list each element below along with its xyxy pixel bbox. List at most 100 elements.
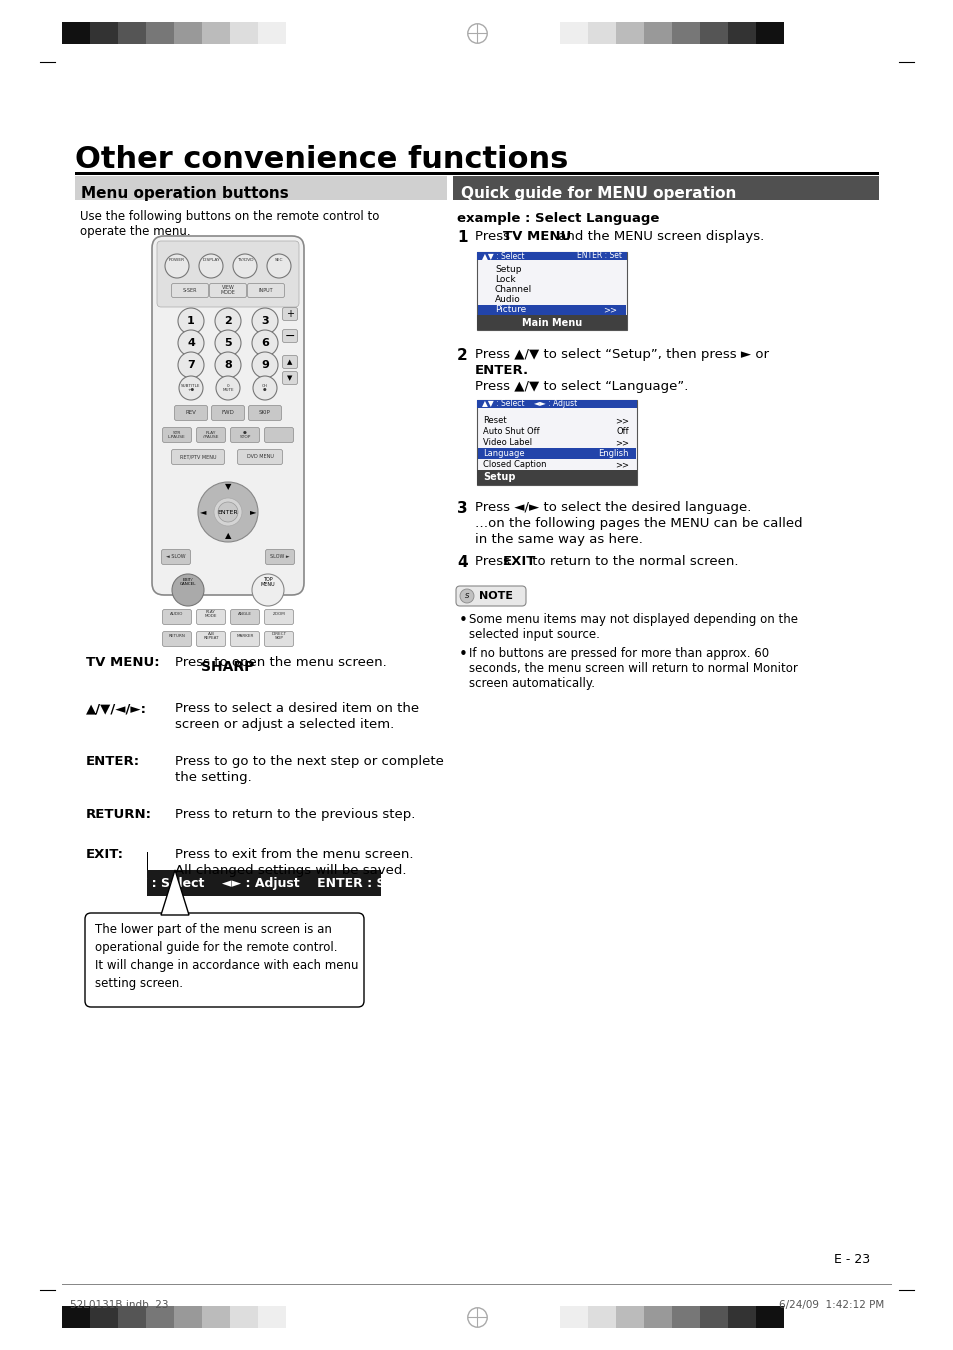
- FancyBboxPatch shape: [196, 428, 225, 443]
- Text: 6: 6: [261, 338, 269, 348]
- Text: screen automatically.: screen automatically.: [469, 676, 595, 690]
- FancyBboxPatch shape: [237, 450, 282, 464]
- Text: S-SER: S-SER: [183, 288, 197, 293]
- Text: >>: >>: [615, 460, 628, 468]
- Text: Press: Press: [475, 230, 514, 243]
- Text: Lock: Lock: [495, 275, 515, 285]
- Circle shape: [252, 308, 277, 333]
- Bar: [476, 400, 637, 408]
- Text: ENTER: ENTER: [217, 509, 238, 514]
- Text: 3: 3: [261, 316, 269, 325]
- Text: Menu operation buttons: Menu operation buttons: [81, 186, 289, 201]
- Text: Main Menu: Main Menu: [521, 317, 581, 328]
- Bar: [587, 22, 616, 45]
- Bar: [118, 22, 146, 45]
- FancyBboxPatch shape: [282, 355, 297, 369]
- Text: 9: 9: [261, 360, 269, 370]
- Bar: [62, 22, 90, 45]
- Text: E - 23: E - 23: [833, 1253, 869, 1266]
- Text: seconds, the menu screen will return to normal Monitor: seconds, the menu screen will return to …: [469, 662, 797, 675]
- Text: 5: 5: [224, 338, 232, 348]
- Circle shape: [165, 254, 189, 278]
- Text: EXIT: EXIT: [502, 555, 536, 568]
- Text: example : Select Language: example : Select Language: [456, 212, 659, 225]
- Text: 0
MUTE: 0 MUTE: [222, 383, 233, 393]
- Bar: [230, 1305, 257, 1328]
- Text: Press ▲/▼ to select “Setup”, then press ► or: Press ▲/▼ to select “Setup”, then press …: [475, 348, 768, 360]
- Text: •: •: [458, 647, 467, 662]
- FancyBboxPatch shape: [231, 632, 259, 647]
- Text: Other convenience functions: Other convenience functions: [75, 144, 568, 174]
- Bar: [755, 1305, 783, 1328]
- FancyBboxPatch shape: [174, 405, 208, 420]
- Text: Setup: Setup: [495, 266, 521, 274]
- Text: 6/24/09  1:42:12 PM: 6/24/09 1:42:12 PM: [778, 1300, 883, 1310]
- Text: Video Label: Video Label: [482, 437, 532, 447]
- Bar: [75, 171, 878, 176]
- Text: ▲▼ : Select    ◄► : Adjust    ENTER : Set: ▲▼ : Select ◄► : Adjust ENTER : Set: [128, 876, 399, 890]
- Text: 3: 3: [456, 501, 467, 516]
- Text: ◄: ◄: [199, 508, 206, 517]
- Text: 7: 7: [187, 360, 194, 370]
- Text: The lower part of the menu screen is an
operational guide for the remote control: The lower part of the menu screen is an …: [95, 923, 358, 990]
- Circle shape: [214, 352, 241, 378]
- Bar: [616, 22, 643, 45]
- Text: ENTER.: ENTER.: [475, 364, 529, 377]
- Text: ENTER:: ENTER:: [86, 755, 140, 768]
- Text: …on the following pages the MENU can be called: …on the following pages the MENU can be …: [475, 517, 801, 531]
- Bar: [257, 22, 286, 45]
- Text: ◄ SLOW: ◄ SLOW: [166, 555, 186, 559]
- Circle shape: [178, 308, 204, 333]
- Text: English: English: [598, 450, 628, 458]
- Text: MARKER: MARKER: [236, 634, 253, 639]
- FancyBboxPatch shape: [162, 609, 192, 625]
- Text: ▲▼ : Select    ◄► : Adjust: ▲▼ : Select ◄► : Adjust: [481, 400, 577, 409]
- Bar: [75, 176, 447, 200]
- Text: A-B
REPEAT: A-B REPEAT: [203, 632, 218, 640]
- FancyBboxPatch shape: [248, 405, 281, 420]
- Text: ZOOM: ZOOM: [273, 612, 285, 616]
- Text: 8: 8: [224, 360, 232, 370]
- Text: REV: REV: [186, 410, 196, 416]
- Circle shape: [178, 329, 204, 356]
- Circle shape: [199, 254, 223, 278]
- Text: NOTE: NOTE: [478, 591, 513, 601]
- Circle shape: [214, 329, 241, 356]
- Bar: [476, 470, 637, 485]
- Circle shape: [179, 377, 203, 400]
- Circle shape: [252, 329, 277, 356]
- FancyBboxPatch shape: [264, 428, 294, 443]
- Bar: [671, 22, 700, 45]
- Text: S: S: [464, 593, 469, 599]
- Text: ANGLE: ANGLE: [237, 612, 252, 616]
- Circle shape: [214, 308, 241, 333]
- Bar: [118, 1305, 146, 1328]
- Text: 52L0131B.indb  23: 52L0131B.indb 23: [70, 1300, 169, 1310]
- Bar: [476, 252, 626, 261]
- Circle shape: [178, 352, 204, 378]
- FancyBboxPatch shape: [231, 609, 259, 625]
- Text: TV MENU:: TV MENU:: [86, 656, 159, 670]
- Text: VIEW
MODE: VIEW MODE: [220, 285, 235, 296]
- Text: PLAY
/PAUSE: PLAY /PAUSE: [203, 431, 218, 439]
- Text: Language: Language: [482, 450, 524, 458]
- Bar: [477, 448, 636, 459]
- Text: Press to exit from the menu screen.: Press to exit from the menu screen.: [174, 848, 413, 861]
- FancyBboxPatch shape: [264, 632, 294, 647]
- Text: SUBTITLE
+●: SUBTITLE +●: [181, 383, 200, 393]
- Circle shape: [172, 574, 204, 606]
- Text: ►: ►: [250, 508, 256, 517]
- Text: TV/DVD: TV/DVD: [236, 258, 253, 262]
- Circle shape: [459, 589, 474, 603]
- Text: DIRECT
SKIP: DIRECT SKIP: [272, 632, 286, 640]
- Text: RETURN: RETURN: [169, 634, 185, 639]
- Bar: [147, 852, 149, 869]
- Text: 4: 4: [187, 338, 194, 348]
- FancyBboxPatch shape: [231, 428, 259, 443]
- Text: SKIP: SKIP: [259, 410, 271, 416]
- Bar: [727, 1305, 755, 1328]
- Circle shape: [252, 352, 277, 378]
- Circle shape: [252, 574, 284, 606]
- FancyBboxPatch shape: [265, 549, 294, 564]
- Circle shape: [253, 377, 276, 400]
